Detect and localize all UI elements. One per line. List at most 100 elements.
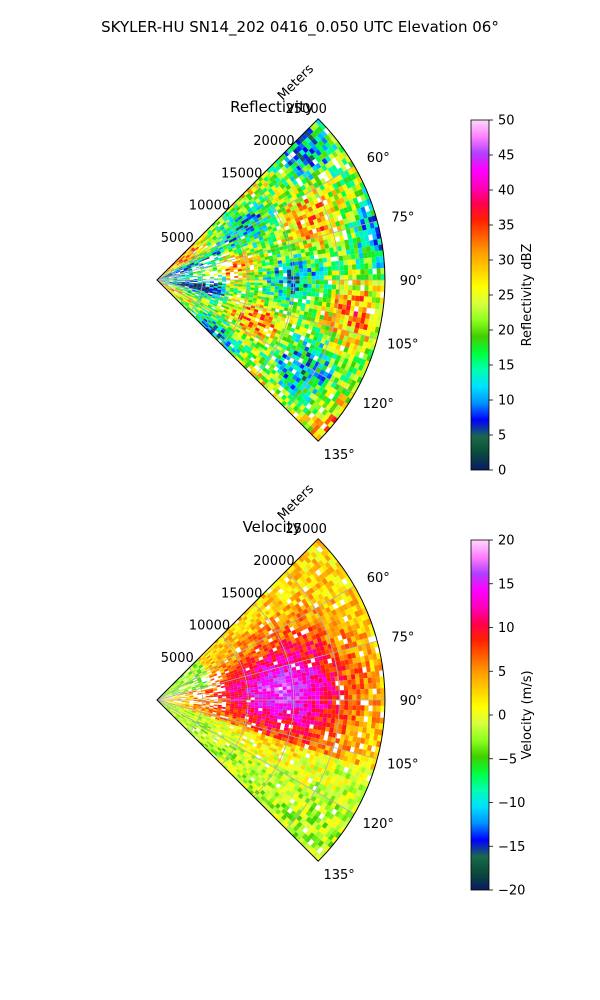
field-cell [178, 718, 182, 722]
field-cell [318, 235, 324, 241]
field-cell [187, 290, 192, 294]
field-cell [341, 245, 346, 251]
field-cell [229, 735, 235, 739]
field-cell [252, 635, 258, 641]
field-cell [340, 314, 346, 320]
field-cell [257, 653, 263, 658]
field-cell [257, 742, 263, 747]
field-cell [293, 213, 299, 219]
field-cell [274, 286, 279, 290]
field-cell [173, 278, 178, 280]
field-cell [216, 234, 221, 239]
field-cell [234, 751, 239, 756]
field-cell [359, 258, 364, 264]
field-cell [289, 254, 294, 259]
field-cell [207, 229, 212, 234]
field-cell [244, 665, 250, 669]
field-cell [266, 708, 271, 712]
field-cell [178, 258, 182, 262]
field-cell [273, 639, 279, 644]
field-cell [288, 304, 294, 309]
field-cell [300, 369, 307, 376]
field-cell [208, 723, 213, 727]
field-cell [379, 256, 385, 263]
field-cell [190, 293, 195, 296]
field-cell [198, 725, 203, 729]
field-cell [234, 757, 240, 762]
field-cell [266, 340, 272, 346]
field-cell [221, 723, 227, 727]
field-cell [316, 207, 323, 213]
field-cell [322, 220, 328, 226]
field-cell [257, 372, 263, 379]
field-cell [248, 257, 253, 261]
field-cell [262, 268, 267, 272]
field-cell [173, 712, 177, 715]
field-cell [211, 294, 216, 298]
field-cell [333, 216, 339, 223]
field-cell [317, 231, 323, 237]
field-cell [172, 712, 176, 716]
field-cell [320, 244, 326, 250]
field-cell [262, 291, 267, 295]
field-cell [350, 300, 356, 306]
field-cell [300, 248, 306, 254]
field-cell [238, 623, 244, 629]
field-cell [380, 274, 385, 280]
field-cell [223, 344, 228, 350]
field-cell [208, 664, 213, 669]
field-cell [250, 227, 255, 232]
field-cell [275, 670, 281, 675]
field-cell [185, 697, 190, 699]
field-cell [262, 697, 267, 700]
field-cell [194, 730, 199, 735]
field-cell [185, 281, 190, 283]
field-cell [248, 243, 253, 248]
field-cell [181, 282, 186, 284]
field-cell [331, 270, 337, 276]
field-cell [205, 273, 210, 275]
field-cell [205, 695, 210, 698]
field-cell [253, 686, 259, 690]
field-cell [169, 700, 174, 701]
field-cell [252, 242, 257, 246]
field-cell [238, 706, 243, 709]
field-cell [160, 702, 164, 705]
field-cell [198, 244, 203, 248]
field-cell [180, 715, 185, 719]
field-cell [268, 372, 275, 378]
field-cell [353, 327, 359, 334]
field-cell [198, 724, 203, 728]
field-cell [221, 663, 226, 667]
field-cell [172, 292, 177, 296]
field-cell [262, 750, 268, 756]
field-cell [196, 307, 201, 312]
field-cell [191, 711, 196, 714]
field-cell [348, 269, 353, 275]
field-cell [163, 272, 167, 275]
field-cell [369, 313, 375, 321]
field-cell [233, 669, 238, 673]
field-cell [183, 689, 188, 692]
field-cell [260, 173, 267, 180]
field-cell [249, 712, 254, 716]
field-cell [258, 226, 264, 231]
field-cell [194, 665, 199, 670]
field-cell [272, 613, 278, 620]
field-cell [261, 626, 267, 632]
field-cell [184, 723, 189, 727]
field-cell [273, 314, 278, 319]
field-cell [183, 288, 188, 291]
field-cell [250, 625, 256, 631]
field-cell [218, 325, 223, 330]
field-cell [322, 319, 328, 326]
field-cell [197, 704, 202, 706]
field-cell [197, 701, 202, 703]
field-cell [173, 281, 178, 283]
field-cell [177, 677, 182, 681]
field-cell [253, 681, 258, 685]
field-cell [229, 707, 234, 711]
field-cell [363, 360, 370, 368]
field-cell [302, 264, 308, 269]
field-cell [219, 295, 225, 298]
